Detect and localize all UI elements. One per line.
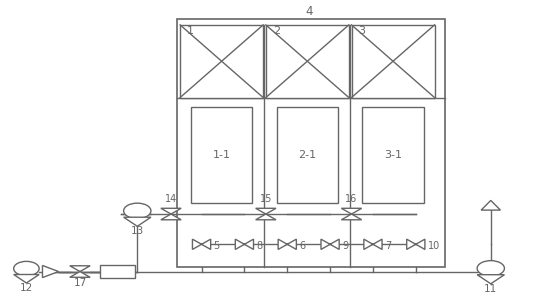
Polygon shape (70, 266, 90, 277)
Text: 7: 7 (384, 241, 391, 251)
Text: 3: 3 (359, 26, 366, 36)
Polygon shape (407, 239, 425, 250)
Circle shape (124, 203, 151, 219)
Bar (191, 107, 252, 203)
Polygon shape (192, 239, 211, 250)
Bar (266, 25, 349, 98)
Polygon shape (342, 208, 362, 220)
Text: 2-1: 2-1 (299, 150, 317, 160)
Text: 1-1: 1-1 (213, 150, 231, 160)
Polygon shape (278, 239, 296, 250)
Bar (362, 107, 424, 203)
Polygon shape (364, 239, 382, 250)
Bar (177, 19, 445, 267)
Circle shape (13, 261, 39, 276)
Polygon shape (256, 208, 276, 220)
Text: 14: 14 (165, 194, 177, 204)
Polygon shape (321, 239, 339, 250)
Text: 3-1: 3-1 (384, 150, 402, 160)
Text: 13: 13 (130, 226, 144, 236)
Text: 16: 16 (345, 194, 358, 204)
Bar (100, 264, 135, 278)
Text: 2: 2 (273, 26, 280, 36)
Bar (352, 25, 434, 98)
Text: 12: 12 (20, 283, 33, 293)
Text: 9: 9 (342, 241, 348, 251)
Polygon shape (124, 217, 151, 226)
Circle shape (477, 261, 504, 276)
Text: 11: 11 (484, 284, 497, 294)
Text: 8: 8 (256, 241, 262, 251)
Text: 4: 4 (305, 5, 313, 18)
Polygon shape (481, 200, 500, 210)
Text: 1: 1 (187, 26, 194, 36)
Bar (277, 107, 338, 203)
Polygon shape (477, 275, 504, 284)
Polygon shape (161, 208, 181, 220)
Polygon shape (13, 275, 39, 283)
Text: 15: 15 (259, 194, 272, 204)
Bar (180, 25, 263, 98)
Polygon shape (42, 265, 59, 278)
Text: 5: 5 (213, 241, 220, 251)
Text: 6: 6 (299, 241, 305, 251)
Polygon shape (235, 239, 253, 250)
Text: 17: 17 (74, 278, 86, 288)
Text: 10: 10 (427, 241, 440, 251)
